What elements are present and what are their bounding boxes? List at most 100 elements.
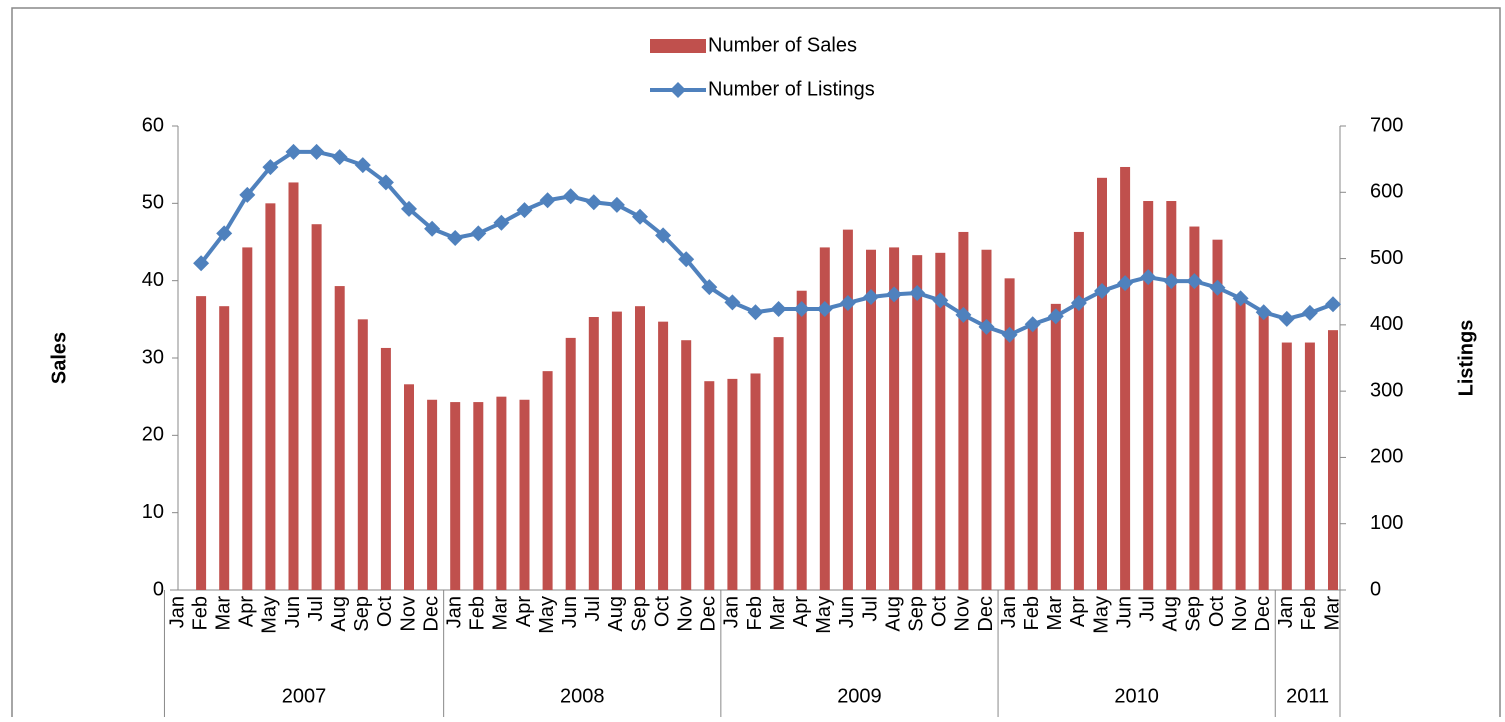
- marker: [886, 286, 903, 303]
- marker: [401, 200, 417, 217]
- bar: [404, 384, 414, 590]
- marker: [678, 251, 695, 268]
- x-tick-label: Dec: [1252, 596, 1274, 632]
- bar: [981, 249, 992, 590]
- bar: [427, 399, 438, 590]
- x-tick-label: Jul: [305, 596, 327, 622]
- bar: [1143, 201, 1154, 590]
- x-tick-label: Oct: [651, 596, 673, 628]
- group-label: 2007: [282, 685, 327, 707]
- bar: [1027, 327, 1038, 590]
- legend-label: Number of Listings: [708, 78, 875, 100]
- x-tick-label: May: [259, 596, 281, 634]
- bar: [727, 378, 738, 590]
- x-tick-label: Jan: [721, 596, 743, 628]
- y-axis-title: Sales: [48, 332, 70, 384]
- bar: [1304, 342, 1315, 590]
- x-tick-label: Jul: [1136, 596, 1158, 622]
- marker: [539, 192, 556, 209]
- bar: [357, 319, 368, 590]
- bar: [750, 373, 761, 590]
- bar: [611, 311, 622, 590]
- group-label: 2011: [1286, 685, 1329, 707]
- x-tick-label: Jan: [166, 596, 188, 628]
- bar: [519, 399, 530, 590]
- x-tick-label: Feb: [1021, 596, 1043, 630]
- x-tick-label: Apr: [236, 596, 258, 627]
- bar: [473, 402, 484, 590]
- x-tick-label: Oct: [374, 596, 396, 628]
- marker: [585, 194, 602, 211]
- x-tick-label: Nov: [952, 596, 974, 632]
- y-tick-label: 30: [142, 346, 164, 368]
- x-tick-label: Mar: [767, 596, 789, 631]
- bar: [889, 247, 900, 590]
- marker: [470, 225, 487, 242]
- x-tick-label: Feb: [744, 596, 766, 630]
- x-tick-label: Dec: [698, 596, 720, 632]
- x-tick-label: Aug: [882, 596, 904, 632]
- marker: [262, 159, 279, 176]
- y2-tick-label: 100: [1370, 512, 1403, 534]
- bar: [1258, 311, 1269, 590]
- bar: [380, 347, 391, 590]
- legend-marker: [670, 82, 686, 98]
- bar: [242, 247, 253, 590]
- y-tick-label: 10: [142, 501, 164, 523]
- marker: [516, 202, 533, 219]
- x-tick-label: May: [536, 596, 558, 634]
- group-label: 2009: [837, 685, 882, 707]
- marker: [863, 289, 879, 306]
- marker: [285, 143, 302, 160]
- x-tick-label: Nov: [674, 596, 696, 632]
- y2-tick-label: 600: [1370, 181, 1403, 203]
- y2-axis-title: Listings: [1455, 320, 1477, 397]
- x-tick-label: Jun: [1113, 596, 1135, 628]
- y-tick-label: 0: [153, 578, 164, 600]
- marker: [1163, 273, 1180, 290]
- bar: [704, 381, 715, 590]
- marker: [816, 300, 833, 317]
- marker: [216, 225, 233, 242]
- x-tick-label: Feb: [467, 596, 489, 630]
- marker: [562, 188, 579, 205]
- marker: [354, 157, 371, 174]
- marker: [193, 255, 210, 272]
- marker: [909, 285, 926, 302]
- bar: [842, 229, 853, 591]
- bar: [912, 255, 923, 590]
- marker: [1325, 296, 1341, 313]
- marker: [1232, 290, 1249, 307]
- x-tick-label: Jul: [859, 596, 881, 622]
- marker: [1047, 308, 1064, 325]
- x-tick-label: Jan: [1275, 596, 1297, 628]
- marker: [1301, 304, 1318, 321]
- bar: [958, 231, 969, 591]
- bar: [1328, 330, 1338, 590]
- bar: [196, 296, 207, 590]
- marker: [1209, 279, 1226, 296]
- x-tick-label: Mar: [490, 596, 512, 631]
- x-tick-label: Jan: [998, 596, 1020, 628]
- x-tick-label: Nov: [1229, 596, 1251, 632]
- bar: [1004, 278, 1015, 590]
- bar: [450, 402, 461, 590]
- x-tick-label: Dec: [975, 596, 997, 632]
- y-tick-label: 50: [142, 192, 164, 214]
- marker: [793, 300, 810, 317]
- x-tick-label: May: [813, 596, 835, 634]
- y2-tick-label: 500: [1370, 247, 1403, 269]
- y2-tick-label: 0: [1370, 578, 1381, 600]
- x-tick-label: Sep: [628, 596, 650, 632]
- y2-tick-label: 200: [1370, 446, 1403, 468]
- bar: [681, 340, 692, 590]
- bar: [565, 337, 576, 590]
- bar: [658, 321, 669, 590]
- marker: [839, 294, 856, 311]
- marker: [447, 230, 464, 247]
- x-tick-label: Jan: [443, 596, 465, 628]
- bar: [1097, 177, 1107, 590]
- x-tick-label: May: [1090, 596, 1112, 634]
- marker: [724, 294, 741, 311]
